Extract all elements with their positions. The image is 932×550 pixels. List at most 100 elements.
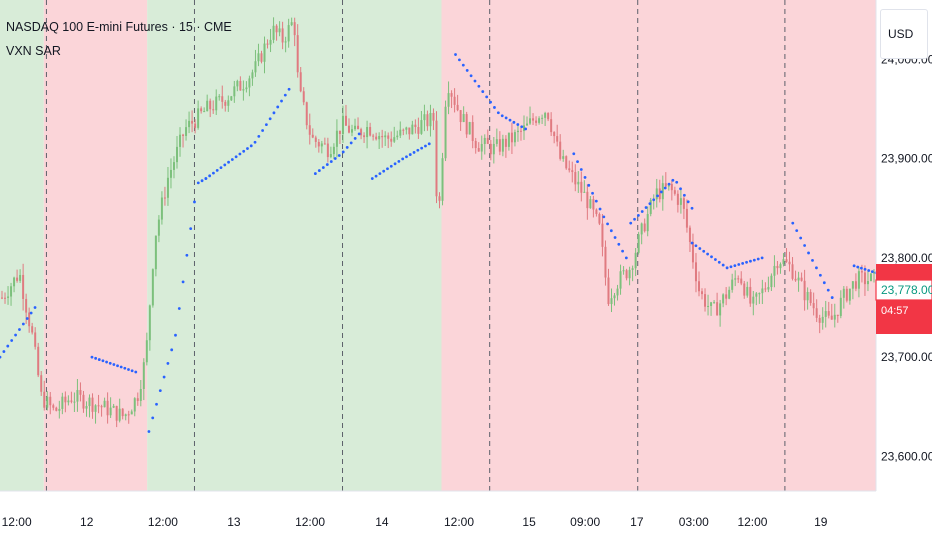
sar-dot [112, 363, 116, 366]
candle-down [275, 24, 278, 41]
time-tick-label: 15 [522, 515, 536, 529]
sar-dot [598, 207, 602, 211]
candle-up [290, 17, 293, 27]
sar-dot [830, 296, 834, 299]
candle-up [378, 132, 381, 150]
candle-down [477, 142, 480, 152]
candle-up [272, 17, 275, 44]
sar-dot [374, 174, 378, 178]
sar-dot [6, 344, 10, 348]
sar-dot [353, 137, 357, 140]
sar-dot [200, 179, 204, 183]
candle-up [278, 21, 281, 37]
candle-down [556, 124, 559, 147]
candle-up [157, 215, 160, 243]
sar-dot [329, 160, 333, 163]
candle-up [541, 114, 544, 125]
sar-dot [698, 247, 702, 250]
candle-up [103, 397, 106, 408]
sar-dot [10, 339, 14, 342]
candle-up [501, 134, 504, 157]
candle-down [357, 117, 360, 130]
candle-up [734, 270, 737, 287]
candle-up [710, 301, 713, 316]
candle-up [661, 175, 664, 211]
candle-down [100, 404, 103, 417]
sar-dot [508, 118, 512, 122]
candle-down [604, 240, 607, 286]
regime-region-bear [441, 0, 876, 491]
candle-up [76, 378, 79, 412]
candle-down [55, 406, 58, 412]
candle-down [97, 394, 100, 414]
time-tick-label: 12:00 [2, 515, 32, 529]
candle-down [417, 117, 420, 139]
candle-up [628, 266, 631, 286]
sar-dot [189, 227, 193, 231]
time-tick-label: 13 [227, 515, 241, 529]
candle-down [293, 17, 296, 47]
candle-up [203, 107, 206, 113]
candle-down [682, 196, 685, 220]
last-price-tag: 23,778.00 04:57 [875, 264, 932, 334]
candle-up [185, 119, 188, 141]
chart-title[interactable]: NASDAQ 100 E-mini Futures · 15 · CME [6, 20, 232, 34]
sar-dot [25, 317, 29, 320]
candle-up [631, 265, 634, 282]
candle-up [73, 392, 76, 412]
regime-region-bull [147, 0, 442, 491]
sar-dot [227, 160, 230, 164]
sar-dot [609, 229, 613, 233]
sar-dot [116, 364, 119, 368]
candle-down [37, 342, 40, 378]
sar-dot [337, 154, 341, 157]
candle-up [130, 409, 133, 415]
candle-down [311, 128, 314, 139]
candle-down [16, 269, 19, 283]
candle-up [761, 279, 764, 305]
candle-up [522, 115, 525, 140]
sar-dot [268, 117, 272, 121]
sar-dot [694, 244, 698, 248]
time-axis[interactable]: 12:00 12 12:00 13 12:00 14 12:00 15 09:00 17 03:00… [0, 490, 932, 550]
sar-dot [170, 348, 174, 352]
sar-dot [238, 152, 242, 156]
sar-dot [512, 120, 516, 124]
price-tick-label: 23,700.00 [881, 350, 932, 364]
indicator-label[interactable]: VXN SAR [6, 44, 61, 58]
sar-dot [219, 166, 223, 170]
candle-up [833, 303, 836, 328]
sar-dot [737, 263, 741, 266]
candle-up [577, 171, 580, 193]
currency-selector[interactable]: USD [880, 9, 928, 59]
candle-up [851, 280, 854, 300]
sar-dot [803, 244, 807, 247]
sar-dot [473, 79, 477, 83]
candle-up [94, 404, 97, 424]
candle-up [118, 398, 121, 423]
candle-down [344, 104, 347, 126]
sar-dot [389, 164, 393, 168]
sar-dot [424, 144, 427, 148]
candle-down [239, 76, 242, 91]
candle-up [767, 276, 770, 293]
candle-up [13, 276, 16, 293]
candle-up [649, 197, 652, 217]
candle-down [115, 405, 118, 428]
candle-down [565, 155, 568, 170]
candle-up [429, 104, 432, 137]
candle-down [299, 66, 302, 93]
candle-down [586, 184, 589, 220]
sar-dot [147, 430, 151, 433]
candle-down [716, 292, 719, 316]
candle-down [49, 391, 52, 415]
sar-dot [516, 123, 520, 126]
sar-dot [196, 181, 200, 185]
candle-up [142, 358, 145, 401]
candle-down [812, 292, 815, 316]
sar-dot [663, 186, 667, 190]
sar-dots-series [0, 53, 878, 433]
candle-up [58, 400, 61, 419]
sar-dot [710, 255, 713, 259]
